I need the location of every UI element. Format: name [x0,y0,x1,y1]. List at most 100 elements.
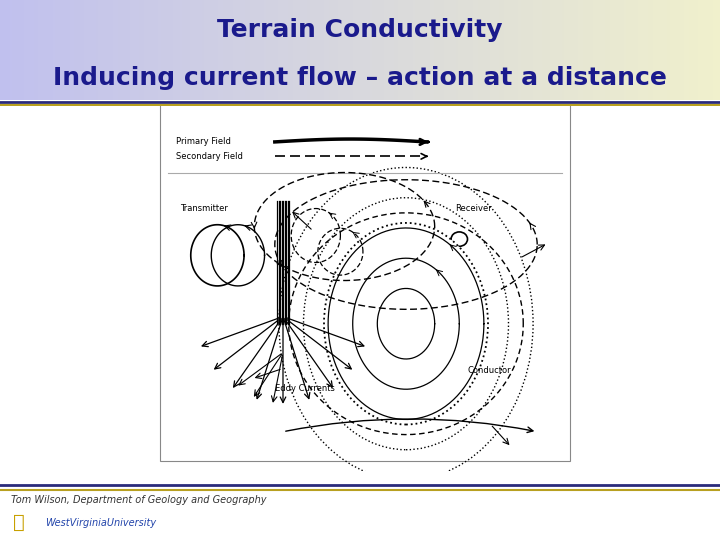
Bar [410,0,413,100]
Bar [194,0,197,100]
Bar [487,0,490,100]
Bar [144,0,147,100]
Bar [382,0,384,100]
Bar [670,0,672,100]
Bar [209,0,212,100]
Bar [182,0,186,100]
Bar [295,0,298,100]
Bar [322,0,325,100]
Bar [689,0,692,100]
Bar [593,0,596,100]
Bar [343,0,346,100]
Bar [475,0,478,100]
Bar [425,0,428,100]
Bar [470,0,474,100]
Bar [456,0,459,100]
Text: WestVirginiaUniversity: WestVirginiaUniversity [45,518,156,528]
Bar [36,0,39,100]
Bar [173,0,176,100]
Bar [171,0,174,100]
Bar [113,0,116,100]
Bar [396,0,399,100]
Bar [521,0,524,100]
Bar [387,0,390,100]
Bar [175,0,179,100]
Bar [67,0,71,100]
Bar [708,0,711,100]
Bar [624,0,627,100]
Bar [192,0,195,100]
Bar [305,0,308,100]
Bar [655,0,658,100]
Bar [439,0,442,100]
Bar [77,0,80,100]
Bar [528,0,531,100]
Bar [533,0,536,100]
Bar [96,0,99,100]
Bar [240,0,243,100]
Bar [578,0,582,100]
Bar [218,0,222,100]
Bar [569,0,572,100]
Bar [485,0,488,100]
Bar [614,0,618,100]
Bar [454,0,456,100]
Bar [513,0,517,100]
Bar [526,0,528,100]
Bar [535,0,539,100]
Text: Inducing current flow – action at a distance: Inducing current flow – action at a dist… [53,66,667,90]
Bar [718,0,720,100]
Bar [639,0,642,100]
Bar [446,0,449,100]
Bar [600,0,603,100]
Bar [619,0,622,100]
Bar [641,0,644,100]
Bar [315,0,318,100]
Bar [22,0,24,100]
Text: Eddy Currents: Eddy Currents [275,384,335,393]
Bar [331,0,334,100]
Ellipse shape [451,232,467,246]
Bar [223,0,226,100]
Bar [358,0,361,100]
Bar [79,0,82,100]
Bar [466,0,469,100]
Bar [81,0,85,100]
Bar [621,0,625,100]
Bar [401,0,404,100]
Bar [574,0,577,100]
Bar [91,0,94,100]
Bar [667,0,670,100]
Bar [391,0,395,100]
Bar [58,0,60,100]
Bar [324,0,327,100]
Bar [34,0,37,100]
Bar [326,0,330,100]
Bar [675,0,678,100]
Bar [502,0,505,100]
Bar [151,0,154,100]
Bar [230,0,233,100]
Bar [135,0,138,100]
Bar [403,0,406,100]
Bar [693,0,697,100]
Bar [45,0,49,100]
Bar [413,0,416,100]
Bar [43,0,46,100]
Bar [178,0,181,100]
Bar [153,0,157,100]
Bar [430,0,433,100]
Bar [626,0,629,100]
Bar [281,0,284,100]
Bar [221,0,224,100]
Bar [257,0,260,100]
Bar [250,0,253,100]
Bar [698,0,701,100]
Bar [89,0,92,100]
Bar [9,0,13,100]
Bar [163,0,166,100]
Bar [63,0,66,100]
Bar [691,0,694,100]
Bar [588,0,591,100]
Bar [451,0,454,100]
